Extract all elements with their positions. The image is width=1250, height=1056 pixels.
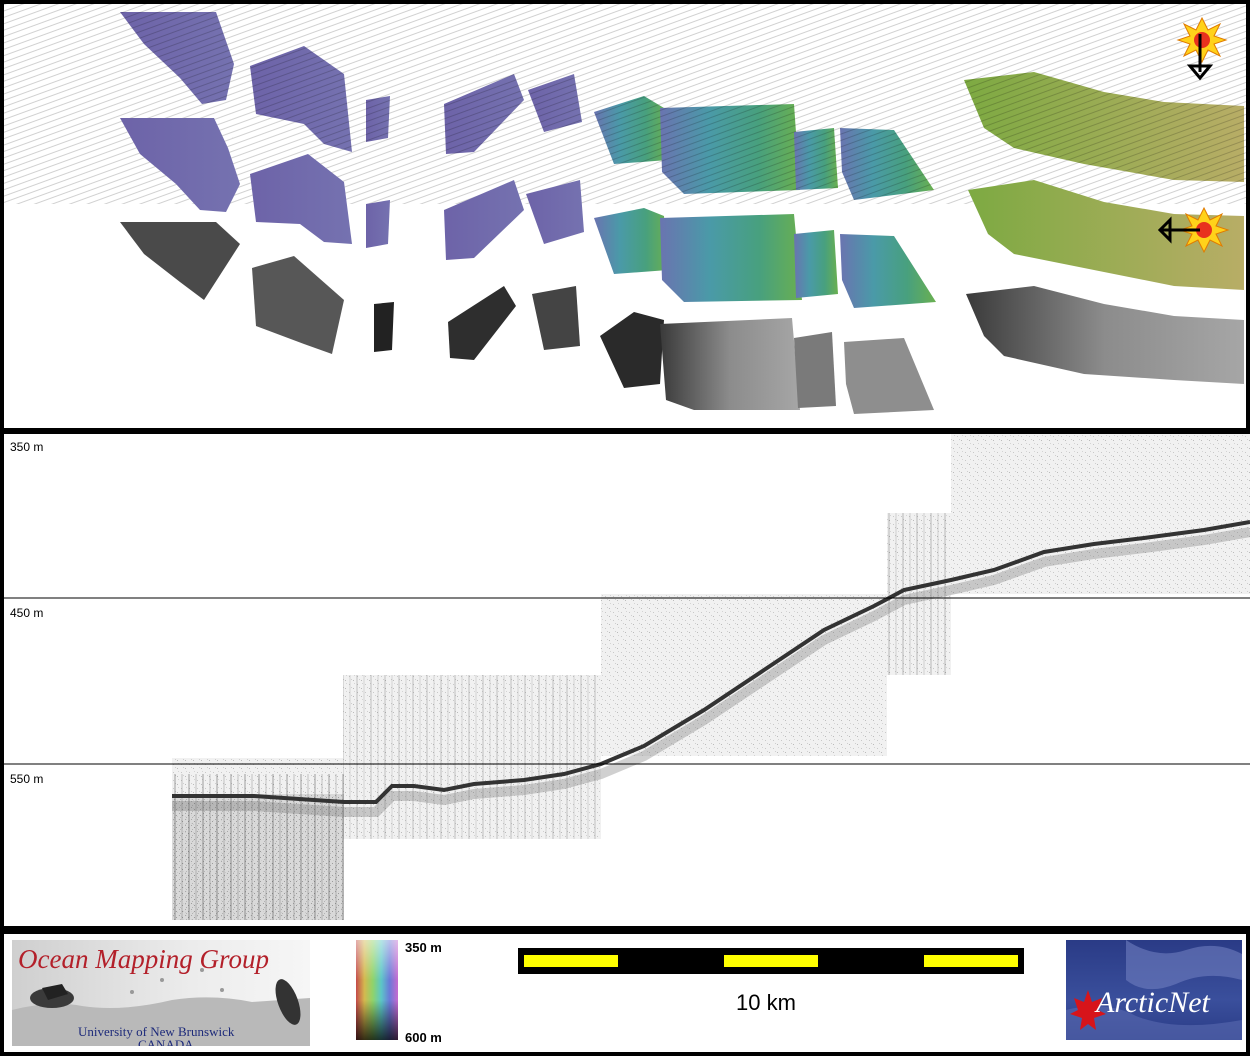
colorbar-top-label: 350 m — [405, 940, 442, 955]
omg-logo-graphic — [12, 968, 310, 1046]
bathymetry-map — [4, 4, 1246, 414]
echogram-profile — [4, 434, 1250, 920]
echogram-profile-panel: 350 m 450 m 550 m — [4, 434, 1250, 926]
map-row-north-illumination — [4, 4, 1246, 204]
depth-label-350: 350 m — [10, 440, 44, 454]
sun-icon-east — [1157, 206, 1230, 254]
map-row-east-illumination — [120, 118, 1244, 308]
omg-logo-title: Ocean Mapping Group — [18, 944, 269, 974]
arcticnet-logo: ArcticNet — [1066, 940, 1242, 1040]
colorbar-bottom-label: 600 m — [405, 1030, 442, 1045]
scale-bar-label: 10 km — [736, 990, 796, 1015]
arcticnet-logo-graphic — [1066, 940, 1242, 1040]
ocean-mapping-group-logo: Ocean Mapping Group University of New Br… — [12, 940, 310, 1046]
omg-logo-country: CANADA — [138, 1037, 194, 1046]
footer-legend-panel: Ocean Mapping Group University of New Br… — [4, 934, 1246, 1052]
depth-label-450: 450 m — [10, 606, 44, 620]
scale-segment-3 — [924, 955, 1018, 967]
arcticnet-logo-text: ArcticNet — [1096, 986, 1210, 1019]
sun-icon-north — [1176, 16, 1228, 81]
seafloor-reflector — [172, 520, 1250, 817]
depth-label-550: 550 m — [10, 772, 44, 786]
scale-segment-1 — [524, 955, 618, 967]
bathymetry-map-panel — [4, 4, 1246, 428]
scale-bar — [518, 948, 1024, 974]
depth-colorbar — [356, 940, 398, 1040]
map-row-backscatter — [120, 222, 1244, 414]
echogram-tiles — [172, 434, 1250, 920]
scale-segment-2 — [724, 955, 818, 967]
omg-logo-university: University of New Brunswick — [78, 1024, 235, 1039]
